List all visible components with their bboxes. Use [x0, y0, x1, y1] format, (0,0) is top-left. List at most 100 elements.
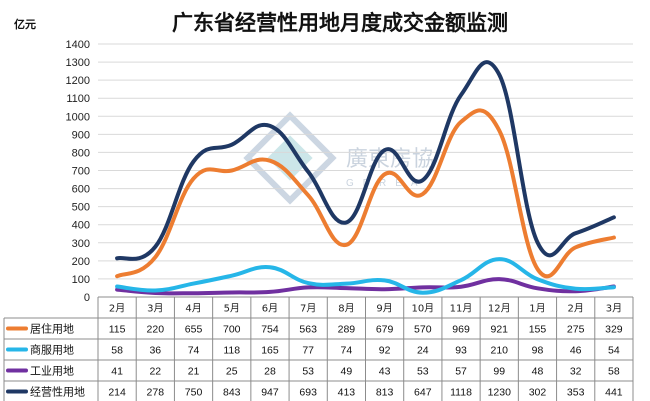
- y-tick-label: 700: [72, 166, 90, 178]
- x-category-label: 9月: [376, 303, 392, 315]
- x-category-label: 10月: [411, 303, 434, 315]
- y-tick-label: 0: [84, 292, 90, 304]
- data-label: 289: [338, 324, 356, 336]
- y-tick-label: 1100: [66, 93, 90, 105]
- y-tick-label: 1300: [66, 57, 90, 69]
- x-category-label: 7月: [300, 303, 316, 315]
- y-tick-label: 1400: [66, 39, 90, 51]
- y-tick-label: 300: [72, 238, 90, 250]
- data-label: 41: [111, 366, 123, 378]
- data-label: 570: [414, 324, 432, 336]
- data-label: 93: [455, 345, 467, 357]
- data-label: 843: [223, 387, 241, 399]
- y-tick-label: 800: [72, 147, 90, 159]
- data-label: 32: [570, 366, 582, 378]
- data-label: 25: [226, 366, 238, 378]
- data-label: 49: [341, 366, 353, 378]
- legend-label: 商服用地: [30, 343, 74, 357]
- data-label: 98: [532, 345, 544, 357]
- series-line-2: [115, 277, 616, 296]
- x-category-label: 3月: [606, 303, 622, 315]
- y-tick-label: 400: [72, 220, 90, 232]
- y-tick-label: 1000: [66, 111, 90, 123]
- data-label: 57: [455, 366, 467, 378]
- data-label: 329: [605, 324, 623, 336]
- data-label: 750: [185, 387, 203, 399]
- data-label: 77: [302, 345, 314, 357]
- series-line-1: [115, 257, 616, 295]
- x-category-label: 6月: [262, 303, 278, 315]
- data-label: 53: [302, 366, 314, 378]
- data-label: 302: [529, 387, 547, 399]
- data-label: 99: [493, 366, 505, 378]
- x-category-label: 2月: [109, 303, 125, 315]
- data-label: 353: [567, 387, 585, 399]
- y-tick-label: 200: [72, 256, 90, 268]
- data-label: 24: [417, 345, 429, 357]
- data-label: 21: [188, 366, 200, 378]
- data-label: 275: [567, 324, 585, 336]
- x-category-label: 8月: [338, 303, 354, 315]
- y-tick-label: 100: [72, 274, 90, 286]
- series-lines: [115, 60, 616, 296]
- x-category-label: 3月: [147, 303, 163, 315]
- data-label: 155: [529, 324, 547, 336]
- data-label: 46: [570, 345, 582, 357]
- watermark-subtitle: GDREA: [346, 178, 427, 189]
- x-category-label: 11月: [450, 303, 473, 315]
- data-label: 118: [223, 345, 240, 357]
- y-tick-label: 500: [72, 202, 90, 214]
- data-label: 28: [264, 366, 276, 378]
- data-label: 53: [417, 366, 429, 378]
- legend-label: 经营性用地: [30, 385, 85, 399]
- series-line-0: [115, 108, 616, 279]
- data-label: 813: [376, 387, 394, 399]
- y-tick-label: 600: [72, 184, 90, 196]
- data-label: 214: [108, 387, 126, 399]
- data-label: 54: [608, 345, 620, 357]
- data-label: 278: [147, 387, 165, 399]
- data-label: 74: [341, 345, 353, 357]
- data-label: 58: [608, 366, 620, 378]
- y-axis-unit-label: 亿元: [14, 17, 36, 31]
- data-label: 220: [147, 324, 165, 336]
- chart-title: 广东省经营性用地月度成交金额监测: [172, 11, 508, 35]
- data-label: 754: [261, 324, 279, 336]
- data-label: 48: [532, 366, 544, 378]
- x-category-label: 1月: [529, 303, 545, 315]
- data-label: 36: [149, 345, 161, 357]
- legend-label: 工业用地: [30, 365, 74, 378]
- data-label: 679: [376, 324, 394, 336]
- x-category-label: 2月: [567, 303, 583, 315]
- data-label: 441: [605, 387, 623, 399]
- data-label: 1118: [450, 387, 472, 399]
- data-label: 1230: [488, 387, 512, 399]
- data-label: 210: [490, 345, 508, 357]
- data-label: 969: [452, 324, 470, 336]
- data-label: 700: [223, 324, 241, 336]
- x-category-label: 4月: [185, 303, 201, 315]
- data-label: 655: [185, 324, 203, 336]
- grid: [98, 43, 633, 298]
- data-label: 58: [111, 345, 123, 357]
- data-label: 693: [299, 387, 317, 399]
- series-line-3: [115, 60, 616, 261]
- x-category-label: 5月: [224, 303, 240, 315]
- y-tick-label: 1200: [66, 75, 90, 87]
- data-label: 947: [261, 387, 279, 399]
- data-label: 921: [490, 324, 508, 336]
- data-label: 22: [149, 366, 161, 378]
- data-label: 43: [379, 366, 391, 378]
- data-label: 563: [299, 324, 317, 336]
- y-tick-label: 900: [72, 129, 90, 141]
- x-category-label: 12月: [488, 303, 511, 315]
- data-label: 92: [379, 345, 391, 357]
- data-label: 413: [338, 387, 356, 399]
- data-label: 115: [109, 324, 126, 336]
- data-label: 647: [414, 387, 432, 399]
- data-label: 74: [188, 345, 200, 357]
- data-label: 165: [261, 345, 279, 357]
- legend-label: 居住用地: [30, 322, 74, 336]
